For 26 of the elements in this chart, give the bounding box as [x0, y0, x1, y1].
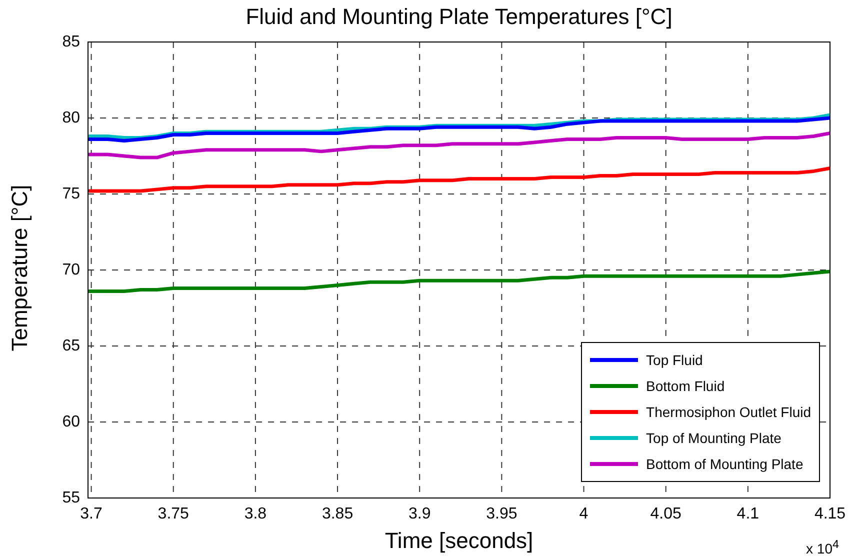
y-tick-label: 85 [62, 33, 80, 50]
x-tick-label: 4.15 [814, 505, 846, 522]
legend-label: Top Fluid [646, 352, 703, 368]
x-tick-label: 3.75 [158, 505, 190, 522]
x-axis-title: Time [seconds] [384, 528, 534, 553]
x-tick-label: 3.8 [244, 505, 267, 522]
y-tick-label: 65 [62, 337, 80, 354]
y-tick-label: 55 [62, 489, 80, 506]
text: x 10$^{4}$ [806, 538, 839, 557]
x-tick-label: 3.95 [486, 505, 518, 522]
legend-label: Top of Mounting Plate [646, 430, 782, 446]
y-tick-label: 70 [62, 261, 80, 278]
x-tick-label: 3.7 [80, 505, 102, 522]
x-tick-label: 4.1 [736, 505, 760, 522]
legend-label: Bottom Fluid [646, 378, 725, 394]
y-tick-label: 80 [62, 109, 80, 126]
chart-title: Fluid and Mounting Plate Temperatures [°C] [244, 4, 674, 30]
y-axis-title: Temperature [°C] [7, 184, 33, 354]
x-tick-label: 3.85 [322, 505, 354, 522]
legend-label: Thermosiphon Outlet Fluid [646, 404, 811, 420]
y-tick-label: 75 [62, 185, 80, 202]
x-tick-label: 4.05 [650, 505, 682, 522]
x-tick-label: 3.9 [408, 505, 431, 522]
x-tick-label: 4 [579, 505, 588, 522]
legend-label: Bottom of Mounting Plate [646, 456, 804, 472]
y-tick-label: 60 [62, 413, 80, 430]
